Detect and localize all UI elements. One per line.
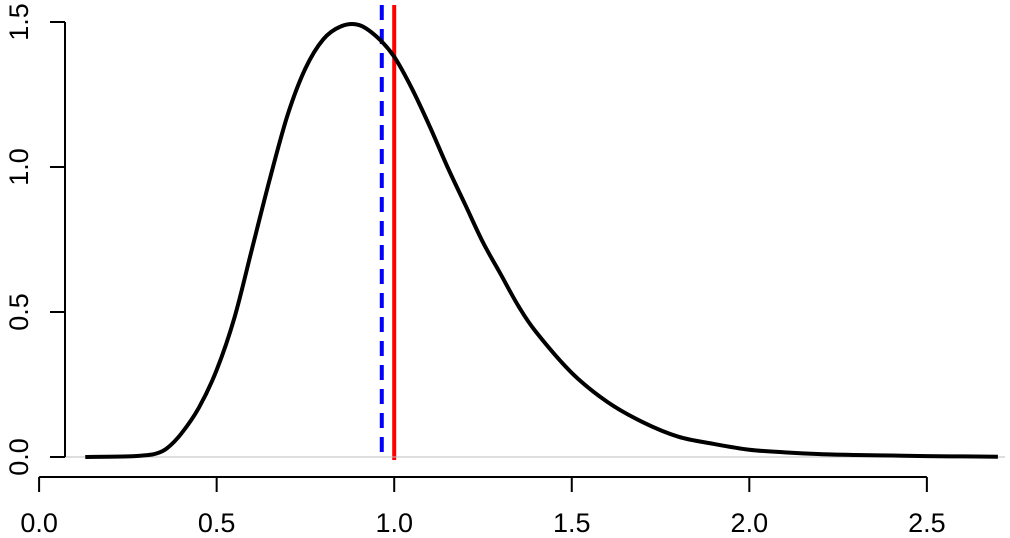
y-axis-ticks: 0.0 0.5 1.0 1.5 (4, 3, 65, 476)
y-tick-label-1: 0.5 (4, 293, 34, 331)
x-tick-label-3: 1.5 (553, 508, 591, 538)
y-tick-label-2: 1.0 (4, 148, 34, 186)
x-tick-label-2: 1.0 (375, 508, 413, 538)
x-axis-ticks: 0.0 0.5 1.0 1.5 2.0 2.5 (20, 477, 946, 538)
x-tick-label-0: 0.0 (20, 508, 58, 538)
x-tick-label-4: 2.0 (731, 508, 769, 538)
y-tick-label-3: 1.5 (4, 3, 34, 41)
x-tick-label-1: 0.5 (198, 508, 236, 538)
y-tick-label-0: 0.0 (4, 438, 34, 476)
density-series (85, 21, 998, 459)
axes: 0.0 0.5 1.0 1.5 2.0 2.5 0.0 0.5 1.0 1.5 (4, 3, 946, 538)
reference-lines (65, 5, 1005, 460)
x-tick-label-5: 2.5 (908, 508, 946, 538)
density-curve-0 (85, 21, 998, 459)
